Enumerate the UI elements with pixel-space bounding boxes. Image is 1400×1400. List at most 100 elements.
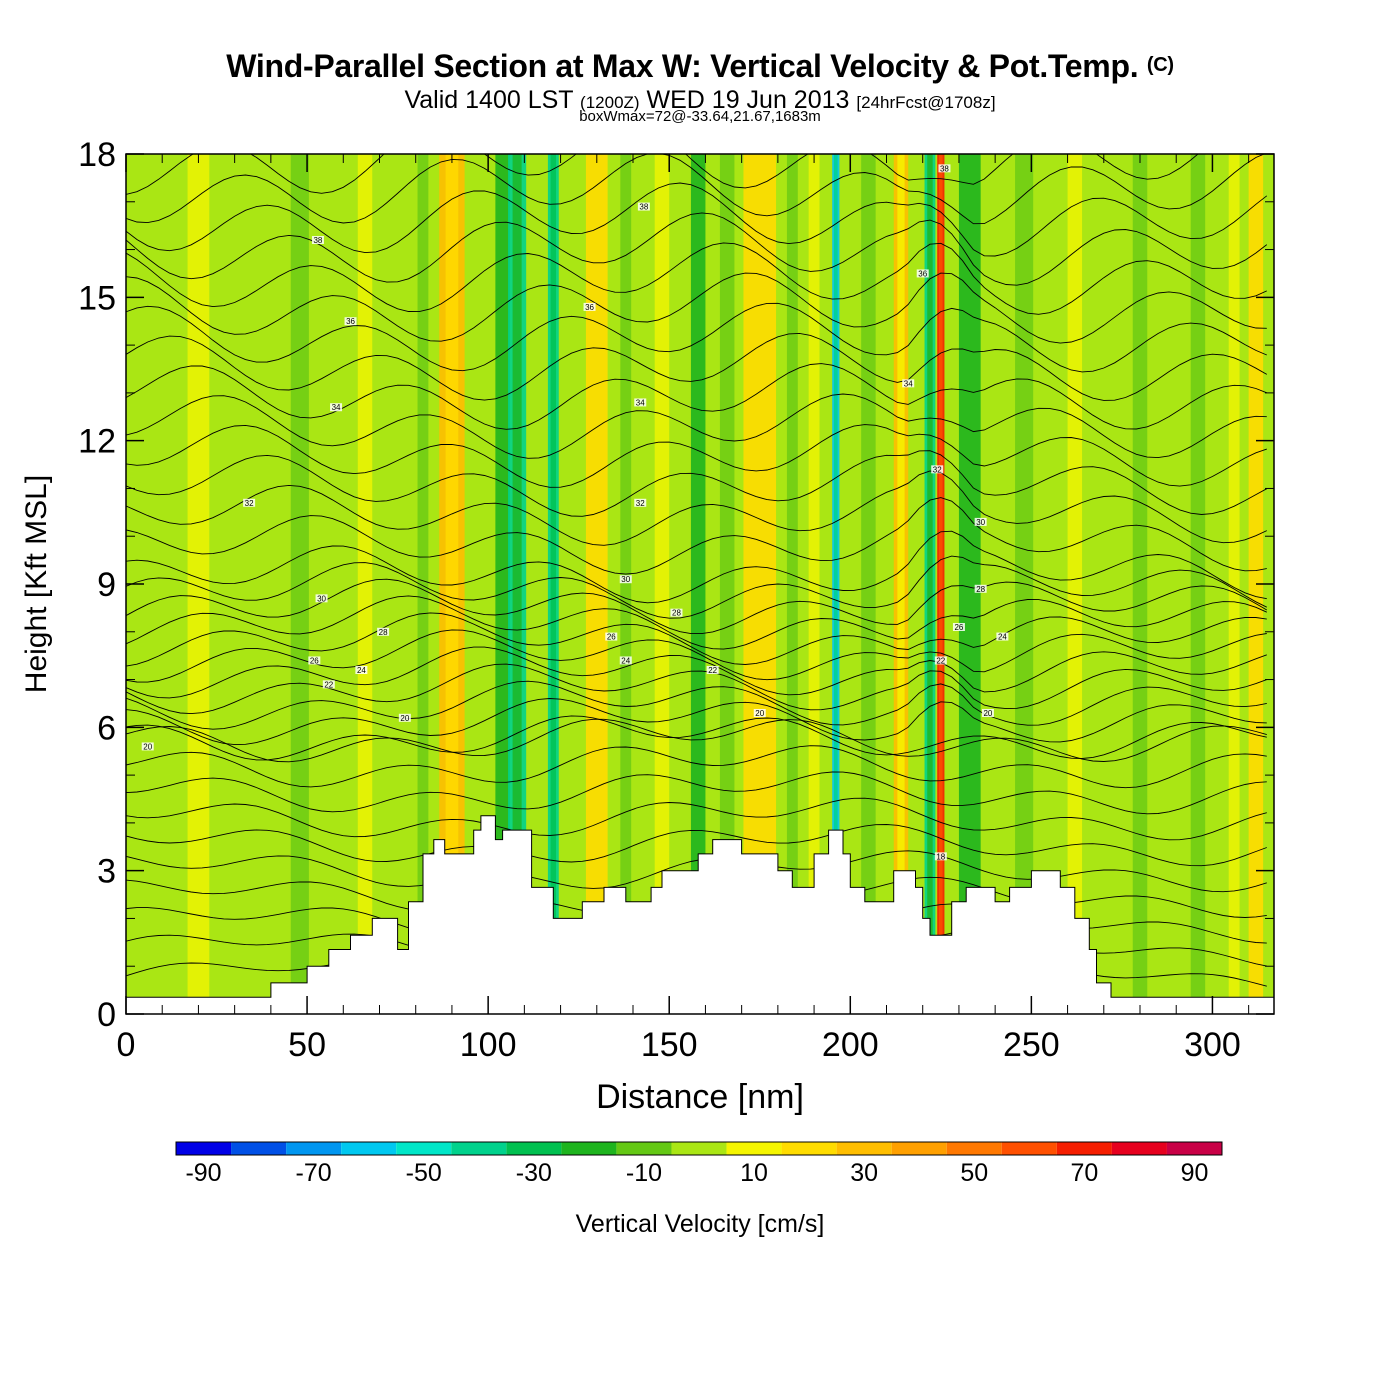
colorbar-swatch bbox=[1166, 1142, 1222, 1155]
colorbar-swatch bbox=[341, 1142, 397, 1155]
isentrope-label: 30 bbox=[315, 594, 328, 603]
y-tick-label: 12 bbox=[78, 423, 116, 461]
colorbar-swatch bbox=[836, 1142, 892, 1155]
isentrope-label-text: 30 bbox=[317, 594, 326, 603]
velocity-band bbox=[1190, 154, 1206, 1014]
colorbar-swatch bbox=[616, 1142, 672, 1155]
isentrope-label: 20 bbox=[753, 709, 766, 718]
isentrope-line bbox=[126, 850, 1267, 893]
colorbar-tick-label: -90 bbox=[185, 1159, 221, 1187]
colorbar-swatch bbox=[231, 1142, 287, 1155]
colorbar-swatch bbox=[1001, 1142, 1057, 1155]
x-tick-label: 150 bbox=[641, 1026, 698, 1064]
colorbar-label: Vertical Velocity [cm/s] bbox=[576, 1210, 825, 1238]
isentrope-labels: 38 36 34 32 30 38 36 34 32 30 28 26 24 22 20 38 36 34 32 30… bbox=[141, 164, 1009, 861]
isentrope-label-text: 26 bbox=[310, 656, 319, 665]
colorbar-swatch bbox=[506, 1142, 562, 1155]
velocity-band bbox=[719, 154, 735, 1014]
forecast-info: [24hrFcst@1708z] bbox=[856, 93, 996, 112]
isentrope-label-text: 38 bbox=[639, 203, 648, 212]
isentrope-label: 38 bbox=[311, 236, 324, 245]
isentrope-label: 26 bbox=[952, 623, 965, 632]
isentrope-label: 32 bbox=[931, 465, 944, 474]
velocity-band bbox=[808, 154, 820, 1014]
isentrope-line bbox=[126, 824, 1267, 867]
isentrope-label-text: 32 bbox=[636, 499, 645, 508]
isentrope-label: 36 bbox=[583, 302, 596, 312]
isentrope-line bbox=[126, 302, 1267, 373]
isentrope-line bbox=[126, 578, 1268, 635]
isentrope-label: 22 bbox=[322, 680, 335, 689]
colorbar-tick-label: 50 bbox=[960, 1159, 988, 1187]
colorbar: -90 -70 -50 -30 -10 10 30 50 70 90 bbox=[175, 1141, 1223, 1187]
isentrope-label-text: 24 bbox=[621, 656, 630, 665]
chart-title-text: Wind-Parallel Section at Max W: Vertical… bbox=[226, 48, 1139, 84]
isentrope-line bbox=[126, 698, 1267, 746]
colorbar-tick-label: -10 bbox=[626, 1159, 662, 1187]
colorbar-swatch bbox=[891, 1142, 947, 1155]
colorbar-tick-label: -50 bbox=[406, 1159, 442, 1187]
isentrope-label: 24 bbox=[355, 666, 368, 675]
isentrope-label-text: 18 bbox=[936, 852, 945, 861]
isentrope-line bbox=[126, 797, 1267, 841]
isentrope-line bbox=[126, 646, 1267, 699]
isentrope-label: 26 bbox=[308, 656, 321, 665]
isentrope-label-text: 30 bbox=[621, 575, 630, 584]
velocity-band bbox=[620, 154, 632, 1014]
isentrope-line bbox=[126, 332, 1268, 401]
x-tick-label: 200 bbox=[822, 1026, 879, 1064]
isentrope-line bbox=[126, 663, 1267, 715]
isentrope-line bbox=[126, 715, 1267, 761]
isentrope-line bbox=[126, 393, 1267, 459]
x-tick-label: 0 bbox=[117, 1026, 136, 1064]
isentrope-label-text: 36 bbox=[918, 269, 927, 278]
isentrope-label-text: 28 bbox=[672, 609, 681, 618]
isentrope-label: 38 bbox=[637, 202, 650, 212]
velocity-band bbox=[861, 154, 876, 1014]
y-tick-label: 3 bbox=[97, 853, 116, 891]
velocity-band bbox=[786, 154, 798, 1014]
isentrope-label: 32 bbox=[243, 498, 256, 508]
isentrope-line bbox=[126, 242, 1267, 315]
isentrope-label: 18 bbox=[934, 852, 947, 861]
colorbar-frame bbox=[175, 1141, 1223, 1156]
isentrope-label-text: 20 bbox=[400, 714, 409, 723]
isentrope-line bbox=[126, 771, 1267, 815]
colorbar-swatch bbox=[1111, 1142, 1167, 1155]
isentrope-line bbox=[126, 718, 1267, 763]
isentrope-label-text: 36 bbox=[585, 303, 594, 312]
x-tick-label: 300 bbox=[1184, 1026, 1241, 1064]
x-tick-label: 100 bbox=[460, 1026, 517, 1064]
velocity-band bbox=[1132, 154, 1148, 1014]
colorbar-swatch bbox=[1056, 1142, 1112, 1155]
isentrope-line bbox=[126, 154, 1266, 225]
isentrope-label: 28 bbox=[670, 608, 683, 618]
colorbar-swatch bbox=[781, 1142, 837, 1155]
isentrope-label-text: 32 bbox=[245, 499, 254, 508]
velocity-streak bbox=[495, 154, 510, 1014]
x-tick-label: 50 bbox=[288, 1026, 326, 1064]
isentrope-line bbox=[126, 154, 1199, 195]
isentrope-label-text: 20 bbox=[983, 709, 992, 718]
isentrope-label-text: 38 bbox=[313, 236, 322, 245]
isentrope-label: 20 bbox=[141, 742, 154, 751]
isentrope-label: 32 bbox=[634, 498, 647, 508]
isentrope-label: 28 bbox=[974, 584, 987, 594]
isentrope-line bbox=[126, 612, 1267, 667]
isentrope-label-text: 28 bbox=[976, 585, 985, 594]
isentrope-label-text: 32 bbox=[933, 465, 942, 474]
colorbar-tick-label: 10 bbox=[740, 1159, 768, 1187]
isentrope-label-text: 22 bbox=[708, 666, 717, 675]
utc-time: (1200Z) bbox=[580, 93, 640, 112]
isentrope-label: 20 bbox=[398, 713, 411, 723]
isentrope-line bbox=[126, 530, 1267, 604]
chart-subtitle: Valid 1400 LST (1200Z) WED 19 Jun 2013 [… bbox=[0, 86, 1400, 115]
isentrope-line bbox=[126, 680, 1267, 730]
chart-title: Wind-Parallel Section at Max W: Vertical… bbox=[0, 48, 1400, 85]
y-axis-label: Height [Kft MSL] bbox=[20, 475, 53, 693]
velocity-band bbox=[654, 154, 670, 1014]
isentrope-label: 26 bbox=[605, 632, 618, 642]
velocity-band bbox=[357, 154, 373, 1014]
velocity-streak-core bbox=[512, 154, 522, 1014]
